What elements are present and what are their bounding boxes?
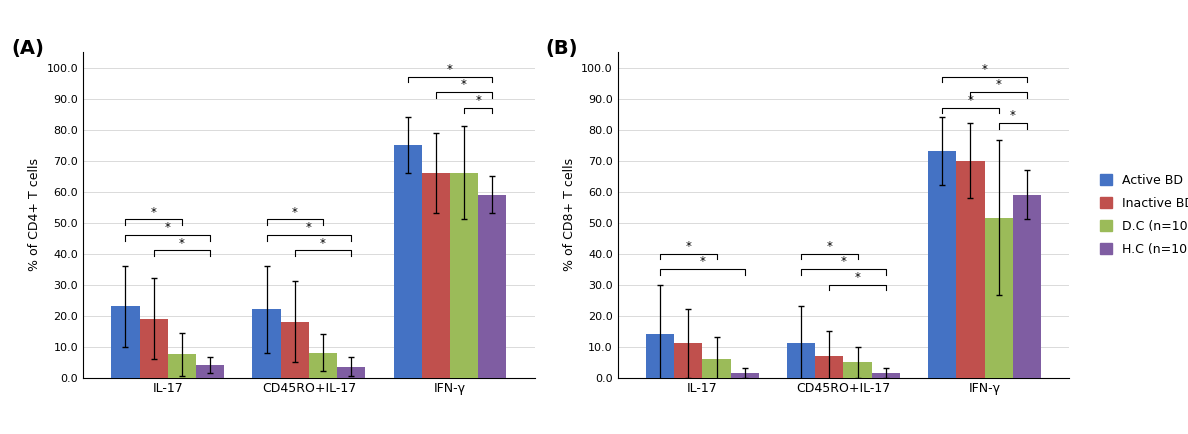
Bar <box>872 373 901 378</box>
Bar <box>956 161 985 378</box>
Bar <box>280 322 309 378</box>
Text: *: * <box>967 94 973 107</box>
Text: *: * <box>685 240 691 253</box>
Bar <box>731 373 759 378</box>
Bar <box>168 354 196 378</box>
Bar <box>985 218 1012 378</box>
Bar <box>252 309 280 378</box>
Bar <box>702 359 731 378</box>
Bar <box>393 145 422 378</box>
Text: *: * <box>827 240 833 253</box>
Bar <box>140 319 168 378</box>
Bar <box>843 362 872 378</box>
Text: *: * <box>165 221 171 234</box>
Bar <box>928 151 956 378</box>
Text: *: * <box>461 79 467 92</box>
Text: *: * <box>1010 109 1016 122</box>
Bar <box>815 356 843 378</box>
Bar <box>646 334 674 378</box>
Text: *: * <box>854 271 860 284</box>
Y-axis label: % of CD8+ T cells: % of CD8+ T cells <box>563 158 576 271</box>
Text: *: * <box>447 63 453 76</box>
Text: *: * <box>151 206 157 219</box>
Bar <box>422 173 450 378</box>
Text: (A): (A) <box>11 39 44 58</box>
Bar <box>196 365 225 378</box>
Legend: Active BD (n=11), Inactive BD (n=11), D.C (n=10), H.C (n=10): Active BD (n=11), Inactive BD (n=11), D.… <box>1093 168 1188 262</box>
Bar <box>337 367 366 378</box>
Text: *: * <box>320 237 326 250</box>
Bar <box>674 343 702 378</box>
Text: (B): (B) <box>545 39 579 58</box>
Text: *: * <box>700 255 706 268</box>
Text: *: * <box>475 94 481 107</box>
Text: *: * <box>179 237 185 250</box>
Bar <box>786 343 815 378</box>
Bar <box>309 353 337 378</box>
Bar <box>450 173 478 378</box>
Text: *: * <box>996 79 1001 92</box>
Text: *: * <box>841 255 846 268</box>
Y-axis label: % of CD4+ T cells: % of CD4+ T cells <box>29 158 42 271</box>
Text: *: * <box>292 206 298 219</box>
Bar <box>478 195 506 378</box>
Text: *: * <box>981 63 987 76</box>
Bar <box>1012 195 1041 378</box>
Bar <box>112 306 140 378</box>
Text: *: * <box>307 221 311 234</box>
